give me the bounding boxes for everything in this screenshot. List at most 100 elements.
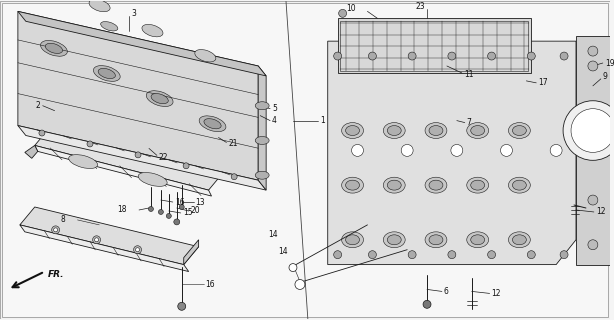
Text: 7: 7 xyxy=(467,118,472,127)
Text: 20: 20 xyxy=(191,206,200,215)
Circle shape xyxy=(588,195,598,205)
Circle shape xyxy=(588,61,598,71)
Circle shape xyxy=(174,219,180,225)
Ellipse shape xyxy=(142,24,163,37)
Text: 14: 14 xyxy=(268,230,278,239)
Circle shape xyxy=(560,251,568,259)
Text: 12: 12 xyxy=(596,207,605,216)
Ellipse shape xyxy=(387,180,401,190)
Polygon shape xyxy=(35,145,212,196)
Circle shape xyxy=(53,228,58,232)
Circle shape xyxy=(588,240,598,250)
Ellipse shape xyxy=(387,235,401,245)
Ellipse shape xyxy=(255,171,269,179)
Circle shape xyxy=(158,210,163,214)
Ellipse shape xyxy=(341,177,363,193)
Polygon shape xyxy=(576,36,610,265)
Circle shape xyxy=(95,238,99,242)
Text: 11: 11 xyxy=(464,70,473,79)
Circle shape xyxy=(39,130,45,136)
Polygon shape xyxy=(20,225,188,272)
Ellipse shape xyxy=(93,66,120,81)
Ellipse shape xyxy=(346,235,360,245)
Ellipse shape xyxy=(425,177,447,193)
Ellipse shape xyxy=(346,180,360,190)
Ellipse shape xyxy=(467,177,489,193)
Ellipse shape xyxy=(41,40,68,56)
Circle shape xyxy=(179,204,184,210)
Polygon shape xyxy=(25,145,37,158)
Circle shape xyxy=(408,52,416,60)
Ellipse shape xyxy=(45,43,63,53)
Circle shape xyxy=(368,52,376,60)
Text: 13: 13 xyxy=(196,197,205,206)
Circle shape xyxy=(500,144,513,156)
Text: 21: 21 xyxy=(228,139,238,148)
Circle shape xyxy=(231,174,237,180)
Bar xyxy=(338,18,531,73)
Ellipse shape xyxy=(467,123,489,139)
Circle shape xyxy=(149,206,154,212)
Polygon shape xyxy=(18,12,266,76)
Circle shape xyxy=(333,52,341,60)
Circle shape xyxy=(488,52,495,60)
Circle shape xyxy=(87,141,93,147)
Circle shape xyxy=(134,246,141,254)
Circle shape xyxy=(401,144,413,156)
Circle shape xyxy=(178,302,185,310)
Circle shape xyxy=(135,152,141,158)
Circle shape xyxy=(560,52,568,60)
Text: 3: 3 xyxy=(131,9,136,18)
Ellipse shape xyxy=(387,125,401,135)
Text: 14: 14 xyxy=(278,247,288,256)
Circle shape xyxy=(408,251,416,259)
Text: 2: 2 xyxy=(36,101,41,110)
Ellipse shape xyxy=(146,91,173,107)
Text: 23: 23 xyxy=(416,2,425,11)
Circle shape xyxy=(333,251,341,259)
Ellipse shape xyxy=(425,232,447,248)
Polygon shape xyxy=(258,66,266,190)
Text: 22: 22 xyxy=(159,153,168,162)
Text: FR.: FR. xyxy=(48,270,64,279)
Circle shape xyxy=(339,9,346,17)
Text: 16: 16 xyxy=(175,197,184,206)
Circle shape xyxy=(52,226,60,234)
Text: 12: 12 xyxy=(492,289,501,298)
Ellipse shape xyxy=(101,21,118,31)
Ellipse shape xyxy=(383,177,405,193)
Text: 19: 19 xyxy=(605,59,614,68)
Circle shape xyxy=(295,279,305,289)
Circle shape xyxy=(368,251,376,259)
Circle shape xyxy=(571,109,614,152)
Ellipse shape xyxy=(151,93,168,104)
Ellipse shape xyxy=(383,232,405,248)
Text: 8: 8 xyxy=(61,215,66,224)
Ellipse shape xyxy=(467,232,489,248)
Ellipse shape xyxy=(429,125,443,135)
Ellipse shape xyxy=(69,155,98,169)
Text: 18: 18 xyxy=(118,205,127,214)
Ellipse shape xyxy=(255,102,269,110)
Circle shape xyxy=(448,251,456,259)
Ellipse shape xyxy=(138,172,167,186)
Ellipse shape xyxy=(471,235,484,245)
Text: 15: 15 xyxy=(183,208,192,218)
Ellipse shape xyxy=(471,125,484,135)
Ellipse shape xyxy=(471,180,484,190)
Ellipse shape xyxy=(383,123,405,139)
Circle shape xyxy=(136,248,139,252)
Circle shape xyxy=(563,101,614,160)
Ellipse shape xyxy=(89,0,110,12)
Circle shape xyxy=(527,251,535,259)
Ellipse shape xyxy=(195,50,216,62)
Ellipse shape xyxy=(508,232,530,248)
Polygon shape xyxy=(328,41,576,265)
Polygon shape xyxy=(20,207,198,265)
Ellipse shape xyxy=(513,235,526,245)
Polygon shape xyxy=(184,240,198,265)
Ellipse shape xyxy=(341,123,363,139)
Circle shape xyxy=(352,144,363,156)
Text: 9: 9 xyxy=(603,72,608,81)
Bar xyxy=(340,21,528,71)
